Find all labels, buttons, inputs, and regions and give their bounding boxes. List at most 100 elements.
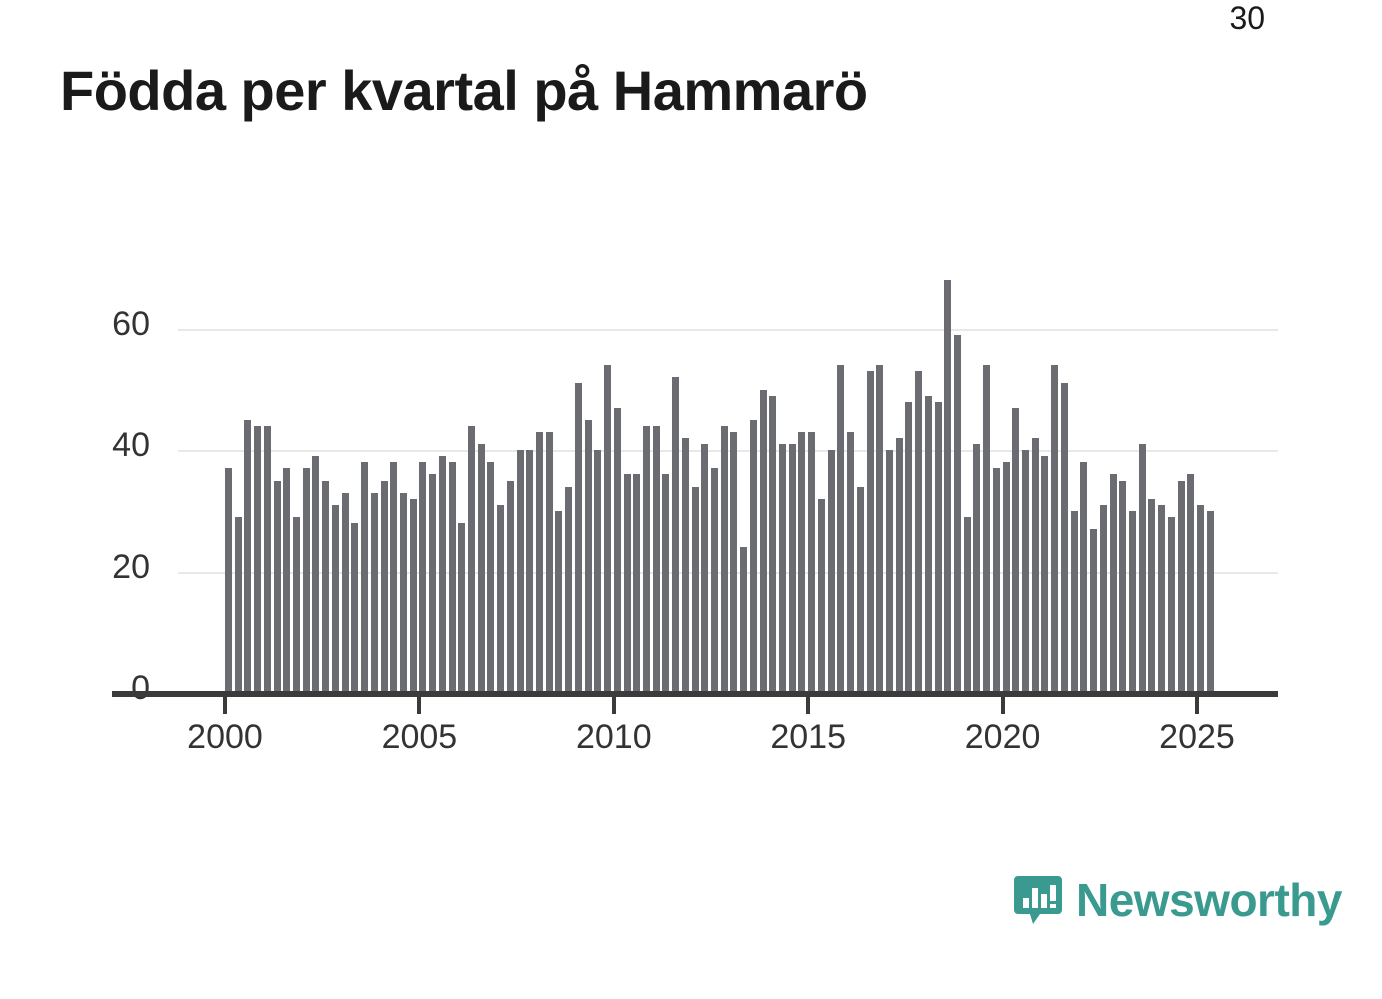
bar[interactable] [565, 486, 573, 693]
bar[interactable] [584, 419, 592, 693]
bar[interactable] [1051, 365, 1059, 693]
bar[interactable] [254, 425, 262, 693]
bar[interactable] [672, 377, 680, 693]
bar[interactable] [283, 468, 291, 693]
bar[interactable] [302, 468, 310, 693]
bar[interactable] [623, 474, 631, 693]
bar[interactable] [691, 486, 699, 693]
bar[interactable] [409, 498, 417, 693]
bar[interactable] [506, 480, 514, 693]
bar[interactable] [536, 431, 544, 693]
bar[interactable] [944, 280, 952, 693]
bar[interactable] [934, 401, 942, 693]
bar[interactable] [1187, 474, 1195, 693]
bar[interactable] [788, 444, 796, 693]
bar[interactable] [1138, 444, 1146, 693]
bar[interactable] [574, 383, 582, 693]
bar[interactable] [1158, 504, 1166, 693]
bar[interactable] [516, 450, 524, 693]
bar[interactable] [594, 450, 602, 693]
bar[interactable] [370, 492, 378, 693]
bar[interactable] [312, 456, 320, 693]
bar[interactable] [711, 468, 718, 693]
bar[interactable] [740, 547, 748, 693]
bar[interactable] [963, 516, 971, 693]
bar[interactable] [954, 334, 961, 693]
bar[interactable] [526, 450, 534, 693]
bar[interactable] [895, 438, 903, 693]
bar[interactable] [662, 474, 670, 693]
bar[interactable] [915, 371, 923, 693]
bar[interactable] [798, 431, 806, 693]
bar[interactable] [380, 480, 388, 693]
bar[interactable] [487, 462, 495, 693]
bar[interactable] [1090, 529, 1098, 693]
bar[interactable] [642, 425, 650, 693]
bar[interactable] [293, 516, 301, 693]
bar[interactable] [885, 450, 893, 693]
bar[interactable] [1022, 450, 1030, 693]
bar[interactable] [749, 419, 757, 693]
bar[interactable] [1080, 462, 1088, 693]
bar[interactable] [613, 407, 621, 693]
bar[interactable] [992, 468, 1000, 693]
bar[interactable] [555, 510, 563, 693]
bar[interactable] [769, 395, 777, 693]
bar[interactable] [477, 444, 485, 693]
bar[interactable] [1197, 504, 1204, 693]
bar[interactable] [604, 365, 612, 693]
bar[interactable] [438, 456, 446, 693]
bar[interactable] [779, 444, 787, 693]
bar[interactable] [331, 504, 339, 693]
bar[interactable] [730, 431, 738, 693]
bar[interactable] [1002, 462, 1010, 693]
bar[interactable] [681, 438, 689, 693]
bar[interactable] [837, 365, 845, 693]
bar[interactable] [808, 431, 816, 693]
bar[interactable] [458, 523, 466, 693]
bar[interactable] [1177, 480, 1185, 693]
bar[interactable] [497, 504, 505, 693]
bar[interactable] [1031, 438, 1039, 693]
bar[interactable] [263, 425, 271, 693]
bar[interactable] [234, 516, 242, 693]
bar[interactable] [856, 486, 864, 693]
bar[interactable] [827, 450, 835, 693]
bar[interactable] [545, 431, 553, 693]
bar[interactable] [244, 419, 252, 693]
bar[interactable] [847, 431, 855, 693]
bar[interactable] [866, 371, 874, 693]
bar[interactable] [983, 365, 991, 693]
bar[interactable] [225, 468, 232, 693]
bar[interactable] [429, 474, 437, 693]
bar[interactable] [905, 401, 913, 693]
bar[interactable] [876, 365, 884, 693]
bar[interactable] [1119, 480, 1127, 693]
bar[interactable] [924, 395, 932, 693]
bar[interactable] [1099, 504, 1107, 693]
bar[interactable] [1070, 510, 1078, 693]
bar[interactable] [633, 474, 641, 693]
bar[interactable] [1041, 456, 1049, 693]
bar[interactable] [1148, 498, 1156, 693]
bar[interactable] [341, 492, 349, 693]
bar[interactable] [399, 492, 407, 693]
bar[interactable] [759, 389, 767, 693]
bar[interactable] [1128, 510, 1136, 693]
bar[interactable] [973, 444, 981, 693]
bar[interactable] [390, 462, 398, 693]
bar[interactable] [652, 425, 660, 693]
bar[interactable] [448, 462, 456, 693]
bar[interactable] [361, 462, 369, 693]
bar[interactable] [1167, 516, 1175, 693]
bar[interactable] [1012, 407, 1020, 693]
bar[interactable] [701, 444, 709, 693]
bar[interactable] [322, 480, 330, 693]
bar[interactable] [1109, 474, 1117, 693]
bar[interactable] [468, 425, 475, 693]
bar[interactable] [1206, 510, 1214, 693]
bar[interactable] [273, 480, 281, 693]
bar[interactable] [1060, 383, 1068, 693]
bar[interactable] [351, 523, 359, 693]
bar[interactable] [720, 425, 728, 693]
